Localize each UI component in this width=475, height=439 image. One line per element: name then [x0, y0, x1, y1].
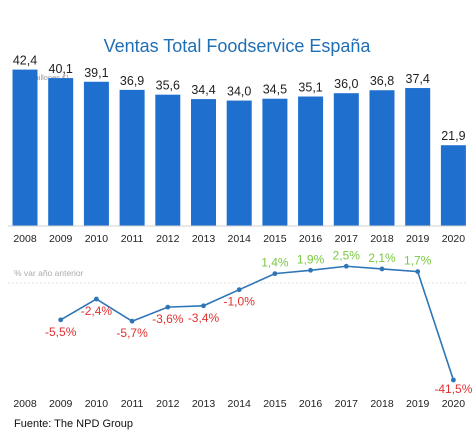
line-x-tick-2020: 2020	[442, 398, 466, 410]
bar-2019	[405, 88, 431, 226]
line-point-2011	[129, 318, 135, 324]
line-value-label-2017: 2,5%	[333, 248, 361, 262]
bar-x-tick-labels: 2008 2009 2010 2011 2012 2013 2014 2015 2016 2017…	[13, 233, 465, 245]
bar-2008	[12, 69, 38, 226]
line-points	[58, 263, 456, 383]
bar-2020	[440, 145, 466, 226]
bar-x-tick-2017: 2017	[335, 233, 359, 245]
bar-x-tick-2016: 2016	[299, 233, 323, 245]
line-value-label-2013: -3,4%	[188, 311, 220, 325]
bar-value-label-2015: 34,5	[263, 83, 287, 97]
line-x-tick-2015: 2015	[263, 398, 287, 410]
bar-value-label-2019: 37,4	[406, 72, 430, 86]
line-value-label-2012: -3,6%	[152, 312, 184, 326]
line-x-tick-2019: 2019	[406, 398, 430, 410]
bar-2012	[155, 94, 181, 226]
line-x-tick-2018: 2018	[370, 398, 394, 410]
bar-value-label-2013: 34,4	[191, 83, 215, 97]
line-value-label-2014: -1,0%	[224, 295, 256, 309]
bar-value-label-2017: 36,0	[334, 77, 358, 91]
bar-value-label-2010: 39,1	[84, 66, 108, 80]
line-value-label-2020: -41,5%	[434, 382, 472, 396]
bar-2018	[369, 90, 395, 226]
line-point-2012	[165, 304, 171, 310]
line-path	[60, 265, 455, 381]
line-x-tick-labels: 2008 2009 2010 2011 2012 2013 2014 2015 2016 2017…	[13, 398, 465, 410]
bar-x-tick-2009: 2009	[49, 233, 73, 245]
source-note: Fuente: The NPD Group	[14, 418, 133, 430]
line-value-labels: -5,5% -2,4%-5,7% -3,6% -3,4% -1,0% 1,4% 1,9% 2,…	[45, 248, 473, 396]
line-x-tick-2011: 2011	[121, 398, 144, 410]
bar-value-label-2020: 21,9	[441, 129, 465, 143]
line-point-2018	[379, 266, 385, 272]
line-point-2016	[308, 267, 313, 273]
line-value-label-2011: -5,7%	[116, 326, 148, 340]
bar-2016	[298, 96, 324, 227]
bar-value-label-2008: 42,4	[13, 54, 37, 68]
line-point-2010	[94, 296, 99, 302]
bar-2017	[333, 93, 359, 226]
line-x-tick-2012: 2012	[156, 398, 180, 410]
bar-2009	[48, 78, 74, 226]
bar-series	[12, 69, 466, 227]
line-x-tick-2010: 2010	[85, 398, 109, 410]
line-point-2020	[451, 377, 456, 383]
line-point-2015	[272, 271, 278, 277]
unit-label: ('000 millones €)	[14, 73, 69, 82]
line-x-tick-2013: 2013	[192, 398, 216, 410]
bar-2014	[226, 100, 252, 226]
bar-value-label-2018: 36,8	[370, 74, 394, 88]
line-x-tick-2016: 2016	[299, 398, 323, 410]
bar-x-tick-2018: 2018	[370, 233, 394, 245]
line-series	[60, 265, 455, 381]
line-ylabel: % var año anterior	[14, 268, 84, 278]
line-value-label-2015: 1,4%	[261, 256, 289, 270]
bar-x-tick-2015: 2015	[263, 233, 287, 245]
bar-value-labels: 42,4 40,1 39,1 36,9 35,6 34,4 34,0 34,5 35,1 36,0…	[13, 54, 466, 144]
bar-2010	[83, 81, 109, 227]
chart-title: Ventas Total Foodservice España	[104, 36, 372, 56]
line-point-2013	[201, 303, 206, 309]
line-point-2019	[415, 269, 421, 275]
line-x-tick-2008: 2008	[13, 398, 37, 410]
bar-x-tick-2013: 2013	[192, 233, 216, 245]
line-point-2017	[343, 263, 349, 269]
bar-x-tick-2010: 2010	[85, 233, 109, 245]
line-point-2014	[236, 287, 242, 293]
line-x-tick-2014: 2014	[228, 398, 252, 410]
line-point-2009	[58, 317, 64, 323]
line-x-tick-2009: 2009	[49, 398, 73, 410]
bar-value-label-2016: 35,1	[298, 81, 322, 95]
bar-value-label-2011: 36,9	[120, 74, 144, 88]
line-value-label-2019: 1,7%	[404, 254, 432, 268]
bar-x-tick-2014: 2014	[228, 233, 252, 245]
bar-value-label-2012: 35,6	[156, 79, 180, 93]
bar-2011	[119, 89, 145, 226]
bar-x-tick-2019: 2019	[406, 233, 430, 245]
line-value-label-2010: -2,4%	[81, 304, 113, 318]
line-value-label-2018: 2,1%	[368, 251, 396, 265]
bar-x-tick-2020: 2020	[442, 233, 466, 245]
line-value-label-2009: -5,5%	[45, 325, 77, 339]
bar-x-tick-2011: 2011	[121, 233, 144, 245]
bar-value-label-2014: 34,0	[227, 85, 251, 99]
bar-2015	[262, 98, 288, 226]
bar-2013	[191, 99, 216, 226]
bar-x-tick-2012: 2012	[156, 233, 180, 245]
bar-value-label-2009: 40,1	[49, 62, 73, 76]
line-x-tick-2017: 2017	[335, 398, 359, 410]
bar-x-tick-2008: 2008	[13, 233, 37, 245]
line-value-label-2016: 1,9%	[297, 252, 325, 266]
